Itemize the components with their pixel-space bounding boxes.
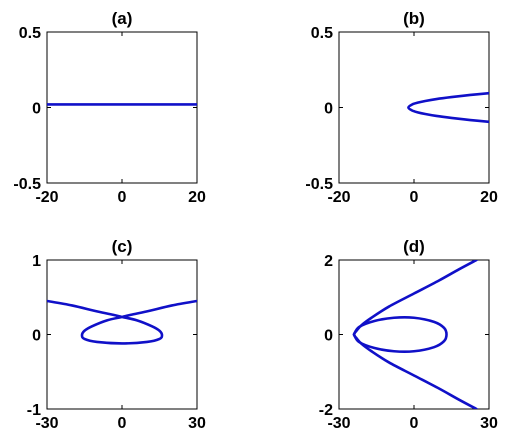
plot-area [46,31,198,184]
panel-d: -30 0 30 -2 0 2 (d) [319,237,498,432]
y-tick-label: 1 [32,253,41,270]
panel-c: -30 0 30 -1 0 1 (c) [27,237,206,432]
x-tick-label: -20 [35,189,58,206]
panel-b: -20 0 20 -0.5 0 0.5 (b) [305,9,498,206]
y-tick-label: 0.5 [311,25,333,42]
panel-title: (a) [112,9,133,28]
y-tick-label: 0.5 [19,25,41,42]
y-tick-label: 0 [32,101,41,118]
y-tick-label: 2 [324,253,333,270]
panel-title: (b) [403,9,425,28]
plot-area [338,259,490,410]
y-tick-label: -1 [27,402,41,419]
x-tick-label: 20 [188,189,206,206]
y-tick-label: -2 [319,402,333,419]
series-line-1 [352,315,448,354]
y-tick-label: 0 [324,328,333,345]
y-tick-label: 0 [32,328,41,345]
x-tick-label: -30 [35,415,58,432]
plot-area [338,31,490,184]
x-tick-label: 0 [118,189,127,206]
x-tick-label: 30 [480,415,498,432]
y-tick-label: 0 [324,101,333,118]
panel-a: -20 0 20 -0.5 0 0.5 (a) [13,9,206,206]
x-tick-label: 30 [188,415,206,432]
x-tick-label: 20 [480,189,498,206]
x-tick-label: -30 [327,415,350,432]
x-tick-label: -20 [327,189,350,206]
y-tick-label: -0.5 [305,176,333,193]
panel-title: (d) [403,237,425,256]
panel-title: (c) [112,237,133,256]
plot-area [46,259,198,410]
x-tick-label: 0 [410,189,419,206]
y-tick-label: -0.5 [13,176,41,193]
series-line-0 [407,91,489,124]
x-tick-label: 0 [118,415,127,432]
series-line-0 [47,299,197,345]
x-tick-label: 0 [410,415,419,432]
